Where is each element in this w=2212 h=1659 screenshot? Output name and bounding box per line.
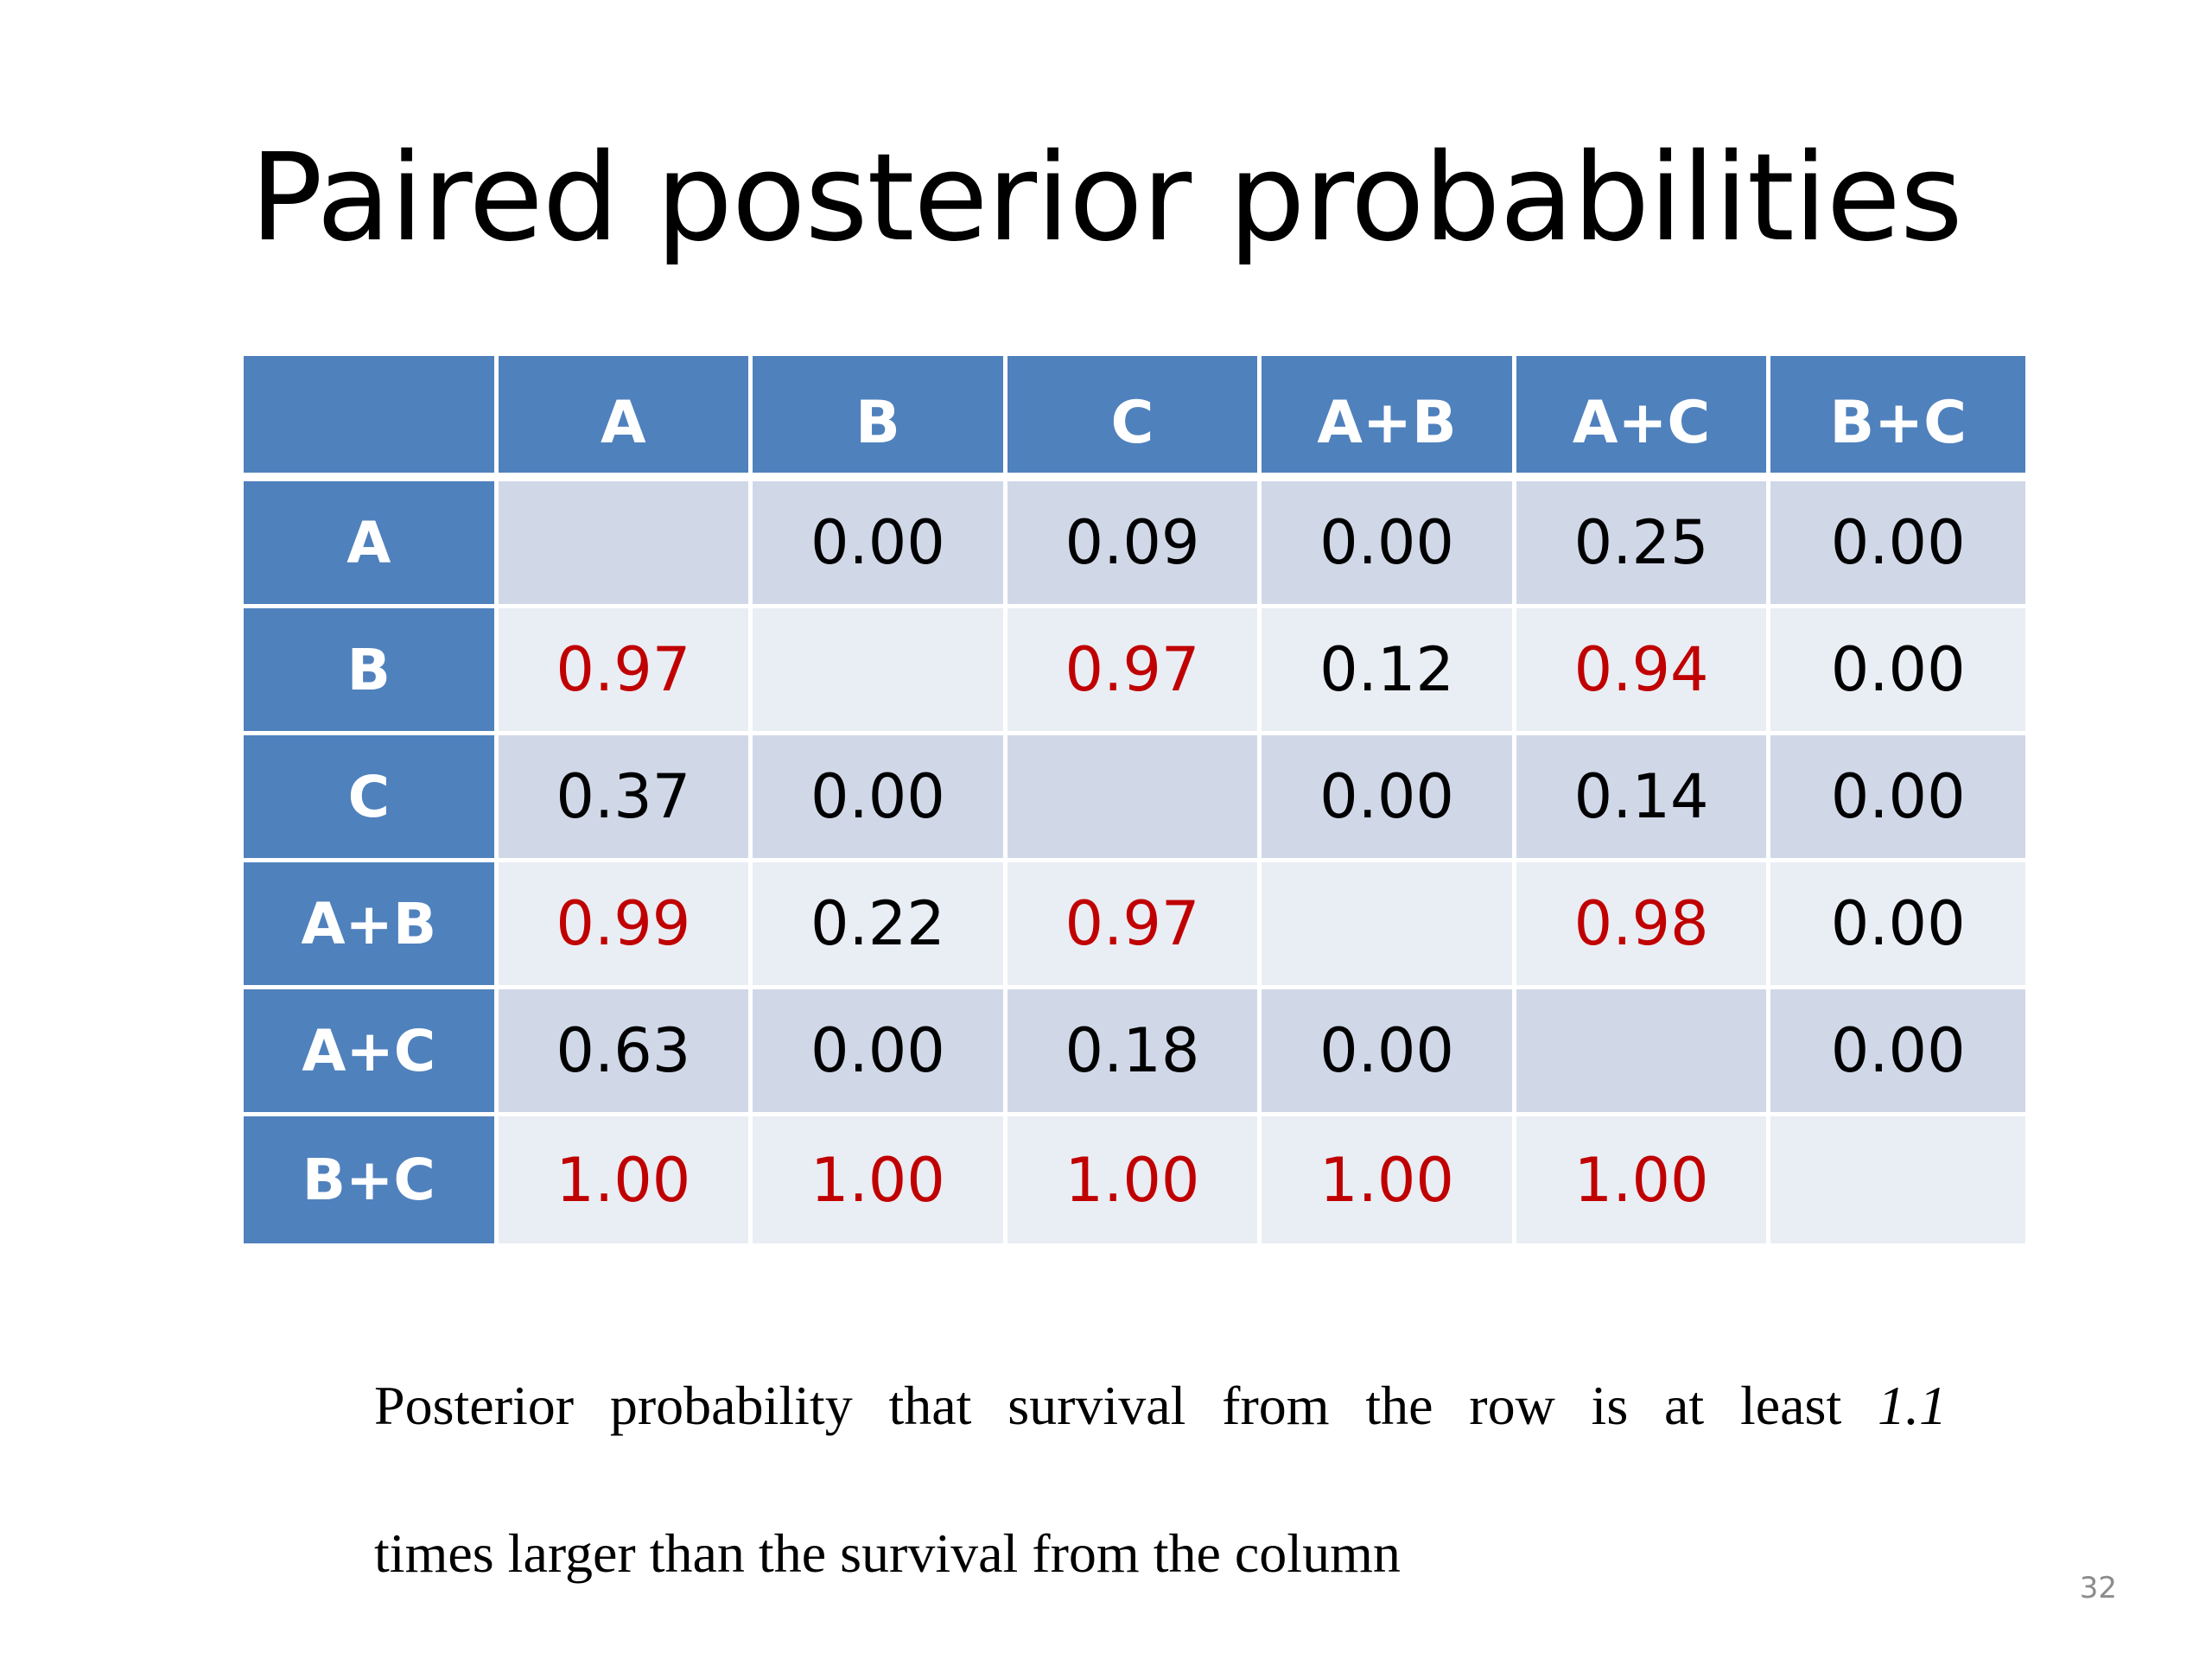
table-corner-cell bbox=[244, 356, 499, 481]
table-cell bbox=[1007, 735, 1262, 862]
table-row: A 0.00 0.09 0.00 0.25 0.00 bbox=[244, 481, 2025, 608]
table-cell: 0.63 bbox=[498, 989, 753, 1116]
table-cell: 0.00 bbox=[1770, 481, 2025, 608]
table-cell bbox=[753, 608, 1007, 735]
table-cell: 0.00 bbox=[1770, 989, 2025, 1116]
table-cell: 0.00 bbox=[753, 481, 1007, 608]
table-cell: 1.00 bbox=[1262, 1116, 1516, 1243]
table-cell: 1.00 bbox=[1007, 1116, 1262, 1243]
table-cell: 0.37 bbox=[498, 735, 753, 862]
table-cell: 0.18 bbox=[1007, 989, 1262, 1116]
table-cell bbox=[1770, 1116, 2025, 1243]
column-header: A bbox=[498, 356, 753, 481]
slide-number: 32 bbox=[2079, 1571, 2117, 1605]
table-cell: 0.99 bbox=[498, 862, 753, 989]
caption-text: Posterior probability that survival from… bbox=[374, 1375, 1878, 1436]
table-cell: 0.97 bbox=[498, 608, 753, 735]
table-cell: 0.98 bbox=[1516, 862, 1771, 989]
table-cell bbox=[1262, 862, 1516, 989]
table-cell: 0.97 bbox=[1007, 862, 1262, 989]
slide-title: Paired posterior probabilities bbox=[250, 128, 1963, 269]
caption-line-1: Posterior probability that survival from… bbox=[374, 1378, 1947, 1433]
row-header: C bbox=[244, 735, 499, 862]
table-cell: 0.00 bbox=[1262, 989, 1516, 1116]
row-header: A bbox=[244, 481, 499, 608]
table-cell: 0.14 bbox=[1516, 735, 1771, 862]
table-cell: 0.00 bbox=[1262, 481, 1516, 608]
posterior-probability-table: A B C A+B A+C B+C A 0.00 0.09 0.00 0.25 … bbox=[244, 356, 2025, 1243]
table-cell: 0.00 bbox=[753, 735, 1007, 862]
column-header: A+C bbox=[1516, 356, 1771, 481]
table-cell: 0.09 bbox=[1007, 481, 1262, 608]
table-cell: 0.00 bbox=[1262, 735, 1516, 862]
table-row: A+B 0.99 0.22 0.97 0.98 0.00 bbox=[244, 862, 2025, 989]
table-cell: 0.97 bbox=[1007, 608, 1262, 735]
table-cell: 1.00 bbox=[753, 1116, 1007, 1243]
row-header: B+C bbox=[244, 1116, 499, 1243]
table-row: C 0.37 0.00 0.00 0.14 0.00 bbox=[244, 735, 2025, 862]
table-cell: 0.22 bbox=[753, 862, 1007, 989]
column-header: B+C bbox=[1770, 356, 2025, 481]
row-header: A+C bbox=[244, 989, 499, 1116]
table-cell: 0.25 bbox=[1516, 481, 1771, 608]
column-header: C bbox=[1007, 356, 1262, 481]
table-cell bbox=[498, 481, 753, 608]
table-cell: 1.00 bbox=[498, 1116, 753, 1243]
table-cell: 0.12 bbox=[1262, 608, 1516, 735]
caption-emphasis: 1.1 bbox=[1878, 1375, 1947, 1436]
table-header-row: A B C A+B A+C B+C bbox=[244, 356, 2025, 481]
caption-line-2: times larger than the survival from the … bbox=[374, 1522, 1401, 1584]
column-header: A+B bbox=[1262, 356, 1516, 481]
table-cell: 0.00 bbox=[1770, 608, 2025, 735]
table-cell: 0.94 bbox=[1516, 608, 1771, 735]
table-row: A+C 0.63 0.00 0.18 0.00 0.00 bbox=[244, 989, 2025, 1116]
table-row: B+C 1.00 1.00 1.00 1.00 1.00 bbox=[244, 1116, 2025, 1243]
row-header: B bbox=[244, 608, 499, 735]
row-header: A+B bbox=[244, 862, 499, 989]
table-cell bbox=[1516, 989, 1771, 1116]
table-cell: 0.00 bbox=[753, 989, 1007, 1116]
table-row: B 0.97 0.97 0.12 0.94 0.00 bbox=[244, 608, 2025, 735]
table-cell: 1.00 bbox=[1516, 1116, 1771, 1243]
table-cell: 0.00 bbox=[1770, 735, 2025, 862]
table-cell: 0.00 bbox=[1770, 862, 2025, 989]
column-header: B bbox=[753, 356, 1007, 481]
